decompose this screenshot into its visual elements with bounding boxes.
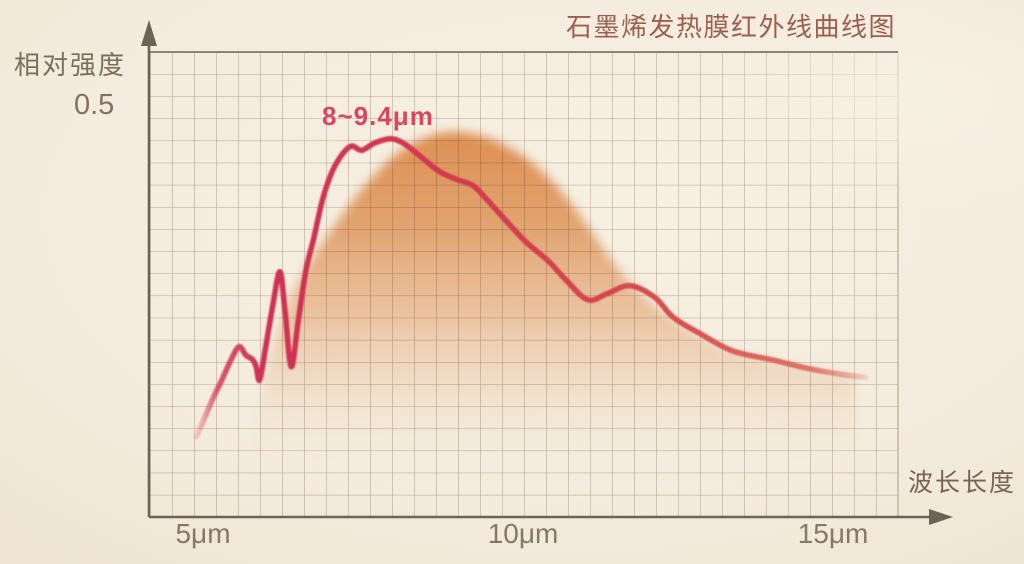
y-axis-tick: 0.5 — [74, 89, 115, 121]
peak-range-annotation: 8~9.4μm — [322, 101, 434, 131]
x-tick-15um: 15μm — [797, 518, 869, 549]
x-axis-arrow-icon — [929, 509, 953, 525]
page-title: 石墨烯发热膜红外线曲线图 — [566, 12, 897, 42]
y-axis-arrow-icon — [141, 20, 157, 46]
intensity-curve — [193, 135, 869, 440]
light-wash — [700, 0, 1024, 215]
x-tick-10um: 10μm — [487, 518, 559, 549]
x-axis-label: 波长长度 — [908, 469, 1017, 497]
axes — [141, 20, 953, 525]
y-axis-label: 相对强度 — [14, 50, 127, 80]
x-tick-5um: 5μm — [175, 518, 231, 549]
